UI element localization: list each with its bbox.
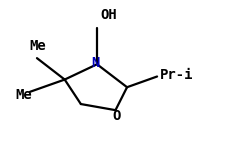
Text: O: O <box>112 108 121 123</box>
Text: Pr-i: Pr-i <box>159 68 193 82</box>
Text: OH: OH <box>100 8 117 22</box>
Text: Me: Me <box>15 88 32 102</box>
Text: N: N <box>92 56 100 71</box>
Text: Me: Me <box>29 39 46 53</box>
